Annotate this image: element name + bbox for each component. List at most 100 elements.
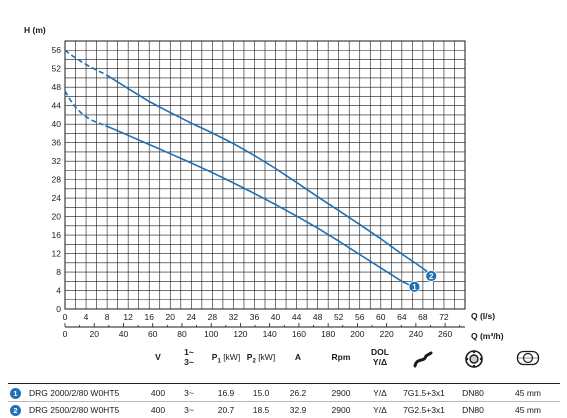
- header-p2-symbol: P: [246, 352, 253, 362]
- series-1-marker-label: 1: [412, 283, 417, 292]
- chart-grid: [64, 40, 466, 310]
- row-model: DRG 2500/2/80 W0HT5: [29, 405, 120, 415]
- row-phase: 3~: [184, 388, 194, 398]
- series-1-dashed-line: [64, 90, 106, 127]
- table-row: 2 DRG 2500/2/80 W0HT5 400 3~ 20.7 18.5 3…: [8, 404, 560, 418]
- x-tick-label: 56: [355, 312, 365, 322]
- header-dol: DOL Y/Δ: [368, 347, 392, 367]
- y-tick-label: 24: [52, 193, 62, 203]
- header-p2-unit: [kW]: [258, 352, 276, 362]
- row-model: DRG 2000/2/80 W0HT5: [29, 388, 120, 398]
- x2-tick-label: 260: [438, 329, 452, 339]
- y-tick-label: 16: [52, 230, 62, 240]
- header-p1-sub: 1: [217, 358, 221, 365]
- row-phase: 3~: [184, 405, 194, 415]
- outlet-flange-icon: [465, 350, 483, 368]
- y-tick-label: 12: [52, 249, 62, 259]
- row-outlet: DN80: [462, 405, 484, 415]
- header-rpm: Rpm: [331, 352, 351, 362]
- table-row: 1 DRG 2000/2/80 W0HT5 400 3~ 16.9 15.0 2…: [8, 387, 560, 401]
- row-voltage: 400: [150, 405, 166, 415]
- x-tick-label: 36: [250, 312, 260, 322]
- y-tick-label: 4: [56, 286, 61, 296]
- series-1-line: [105, 124, 414, 288]
- x-tick-label: 20: [166, 312, 176, 322]
- x2-axis-label: Q (m³/h): [471, 331, 504, 341]
- x-tick-label: 40: [271, 312, 281, 322]
- row-cable: 7G1.5+3x1: [403, 388, 445, 398]
- row-solids: 45 mm: [515, 405, 541, 415]
- x-tick-label: 60: [376, 312, 386, 322]
- y-tick-label: 56: [52, 45, 62, 55]
- x2-tick-label: 40: [119, 329, 129, 339]
- row-rpm: 2900: [331, 405, 351, 415]
- header-p1-symbol: P: [211, 352, 218, 362]
- x-tick-label: 32: [229, 312, 239, 322]
- x-tick-label: 52: [334, 312, 344, 322]
- y-tick-label: 32: [52, 156, 62, 166]
- x-tick-label: 48: [313, 312, 323, 322]
- row-p2: 15.0: [252, 388, 270, 398]
- x-tick-label: 12: [123, 312, 133, 322]
- plot-frame: [64, 40, 466, 310]
- header-p2: P2 [kW]: [241, 352, 281, 367]
- header-p2-sub: 2: [252, 358, 256, 365]
- header-phase-bottom: 3~: [184, 357, 194, 367]
- row-p2: 18.5: [252, 405, 270, 415]
- header-dol-bottom: Y/Δ: [372, 357, 388, 367]
- x-tick-label: 72: [439, 312, 449, 322]
- header-current: A: [294, 352, 302, 362]
- y-tick-label: 0: [56, 304, 61, 314]
- y-axis-label: H (m): [24, 25, 46, 35]
- x-tick-label: 44: [292, 312, 302, 322]
- x-tick-label: 68: [418, 312, 428, 322]
- series-2-dashed-line: [64, 49, 107, 76]
- x-tick-label: 28: [208, 312, 218, 322]
- header-phase: 1~ 3~: [176, 347, 202, 367]
- header-phase-top: 1~: [184, 347, 194, 357]
- chart-axes: [64, 40, 466, 328]
- y-tick-label: 40: [52, 119, 62, 129]
- x-tick-label: 0: [63, 312, 68, 322]
- row-current: 32.9: [289, 405, 307, 415]
- series-2-marker: [425, 270, 438, 282]
- header-dol-top: DOL: [371, 347, 389, 357]
- series-2-marker-label: 2: [429, 272, 434, 281]
- row-number-badge: 1: [10, 388, 21, 399]
- row-cable: 7G2.5+3x1: [403, 405, 445, 415]
- x2-tick-label: 240: [409, 329, 423, 339]
- row-rpm: 2900: [331, 388, 351, 398]
- x-tick-label: 64: [397, 312, 407, 322]
- solids-passage-icon: [516, 350, 540, 366]
- spec-table-header: V 1~ 3~ P1 [kW] P2 [kW] A Rpm DOL Y/Δ: [8, 343, 560, 383]
- y-tick-label: 28: [52, 175, 62, 185]
- y-tick-label: 52: [52, 64, 62, 74]
- row-current: 26.2: [289, 388, 307, 398]
- series-1-marker: [408, 280, 421, 293]
- row-p1: 16.9: [217, 388, 235, 398]
- row-outlet: DN80: [462, 388, 484, 398]
- x2-tick-label: 80: [177, 329, 187, 339]
- x2-tick-label: 100: [204, 329, 218, 339]
- row-solids: 45 mm: [515, 388, 541, 398]
- y-tick-label: 20: [52, 212, 62, 222]
- x-axis-label: Q (l/s): [471, 311, 495, 321]
- cable-icon: [413, 351, 433, 368]
- header-divider: [8, 383, 560, 384]
- x2-tick-label: 120: [233, 329, 247, 339]
- x2-tick-label: 180: [321, 329, 335, 339]
- y-tick-label: 36: [52, 138, 62, 148]
- y-tick-label: 44: [52, 101, 62, 111]
- x-tick-label: 4: [84, 312, 89, 322]
- row-dol: Y/Δ: [373, 405, 387, 415]
- row-p1: 20.7: [217, 405, 235, 415]
- series-2-line: [105, 74, 430, 274]
- header-p1: P1 [kW]: [206, 352, 246, 367]
- x2-tick-label: 0: [63, 329, 68, 339]
- x2-tick-label: 200: [350, 329, 364, 339]
- x2-tick-label: 60: [148, 329, 158, 339]
- x-tick-label: 16: [144, 312, 154, 322]
- x2-tick-label: 20: [90, 329, 100, 339]
